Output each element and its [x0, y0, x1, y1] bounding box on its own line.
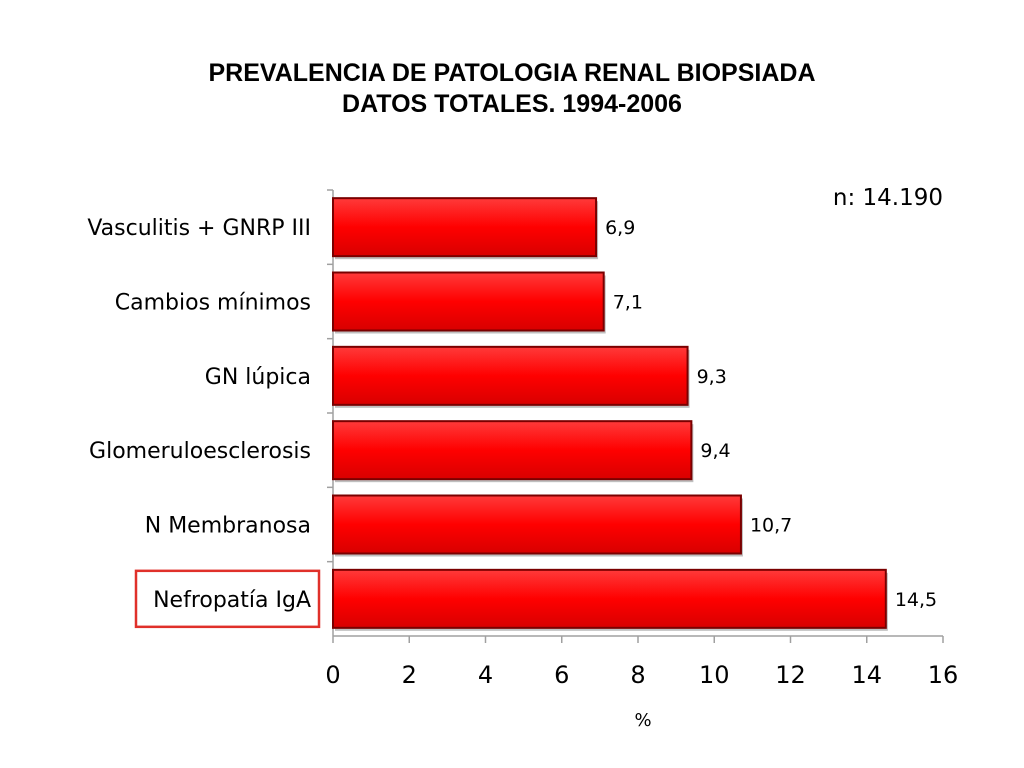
category-label: Glomeruloesclerosis — [89, 439, 311, 464]
x-tick-label: 6 — [554, 661, 569, 689]
sample-size-annotation: n: 14.190 — [833, 185, 943, 211]
chart-subtitle: DATOS TOTALES. 1994-2006 — [342, 90, 682, 118]
x-tick-label: 12 — [775, 661, 806, 689]
category-label: GN lúpica — [205, 365, 311, 390]
bar-value-label: 7,1 — [613, 292, 643, 314]
chart-title-block: PREVALENCIA DE PATOLOGIA RENAL BIOPSIADA… — [0, 58, 1024, 120]
x-tick-label: 14 — [851, 661, 882, 689]
bar-4 — [332, 494, 742, 555]
bar-value-label: 9,3 — [697, 366, 727, 388]
bar-2 — [332, 345, 689, 406]
x-tick-label: 4 — [478, 661, 493, 689]
bar-value-label: 10,7 — [750, 515, 792, 537]
category-label: Nefropatía IgA — [153, 588, 311, 613]
x-tick-label: 8 — [630, 661, 645, 689]
x-tick-label: 16 — [928, 661, 959, 689]
bar-5 — [332, 568, 887, 629]
category-label: N Membranosa — [145, 514, 311, 539]
highlight-box — [134, 569, 321, 629]
bar-0 — [332, 197, 598, 258]
bar-1 — [332, 271, 605, 332]
x-axis-label: % — [634, 710, 651, 731]
chart-title: PREVALENCIA DE PATOLOGIA RENAL BIOPSIADA — [208, 59, 816, 87]
x-tick-label: 10 — [699, 661, 730, 689]
bars-group: 6,9 Vasculitis + GNRP III 7,1 Cambios mínim… — [87, 189, 959, 689]
bar-value-label: 9,4 — [700, 440, 730, 462]
category-label: Vasculitis + GNRP III — [87, 216, 311, 241]
category-label: Cambios mínimos — [115, 291, 311, 316]
x-tick-label: 2 — [402, 661, 417, 689]
bar-value-label: 14,5 — [895, 589, 937, 611]
bar-3 — [332, 420, 693, 481]
bar-value-label: 6,9 — [605, 217, 635, 239]
x-tick-label: 0 — [325, 661, 340, 689]
